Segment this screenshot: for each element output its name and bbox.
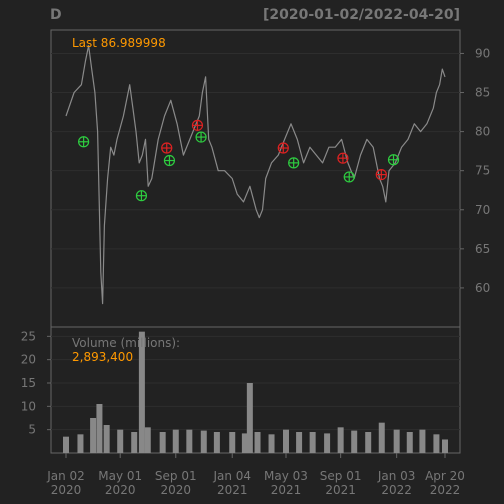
volume-bar bbox=[172, 429, 179, 453]
x-tick-year: 2022 bbox=[430, 483, 461, 497]
x-tick-label: Jan 02 bbox=[46, 469, 85, 483]
sell-marker bbox=[337, 152, 349, 164]
x-tick-year: 2020 bbox=[51, 483, 82, 497]
buy-marker bbox=[387, 154, 400, 166]
volume-bar bbox=[433, 434, 440, 453]
volume-tick-label: 5 bbox=[28, 423, 36, 437]
volume-bar bbox=[213, 432, 220, 453]
price-tick-label: 90 bbox=[475, 46, 490, 60]
x-tick-label: May 03 bbox=[264, 469, 308, 483]
buy-marker bbox=[195, 131, 207, 143]
volume-bar bbox=[442, 439, 448, 453]
price-tick-label: 70 bbox=[475, 203, 490, 217]
x-tick-label: Apr 20 bbox=[425, 469, 465, 483]
volume-y-axis: 5 10 15 20 25 bbox=[21, 329, 51, 437]
x-tick-year: 2021 bbox=[217, 483, 248, 497]
volume-bar bbox=[144, 427, 151, 453]
volume-bar bbox=[268, 434, 275, 453]
volume-bar bbox=[96, 404, 103, 453]
volume-bar bbox=[254, 432, 261, 453]
volume-bar bbox=[324, 433, 331, 453]
buy-marker bbox=[343, 171, 355, 183]
volume-bar bbox=[200, 430, 207, 453]
volume-bar bbox=[90, 418, 97, 453]
volume-label: Volume (millions): bbox=[72, 336, 180, 350]
buy-marker bbox=[135, 190, 148, 202]
x-tick-label: May 01 bbox=[98, 469, 142, 483]
chart-title: D bbox=[50, 7, 62, 23]
chart-date-range: [2020-01-02/2022-04-20] bbox=[263, 7, 460, 23]
price-y-axis: 60 65 70 75 80 85 90 bbox=[460, 46, 490, 295]
x-tick-year: 2021 bbox=[325, 483, 356, 497]
volume-bar bbox=[241, 433, 248, 453]
last-price-label: Last 86.989998 bbox=[72, 36, 166, 50]
x-tick-label: Jan 03 bbox=[377, 469, 416, 483]
x-tick-year: 2020 bbox=[105, 483, 136, 497]
volume-tick-label: 25 bbox=[21, 329, 36, 343]
sell-marker bbox=[375, 168, 387, 181]
volume-bar bbox=[138, 331, 145, 453]
price-series bbox=[65, 44, 446, 305]
sell-marker bbox=[191, 119, 204, 131]
price-tick-label: 85 bbox=[475, 86, 490, 100]
volume-bar bbox=[309, 432, 316, 453]
buy-marker bbox=[288, 157, 300, 169]
volume-bar bbox=[159, 432, 166, 453]
x-tick-year: 2021 bbox=[271, 483, 302, 497]
price-tick-label: 75 bbox=[475, 164, 490, 178]
volume-bar bbox=[419, 429, 426, 453]
x-tick-label: Sep 01 bbox=[320, 469, 362, 483]
volume-bar bbox=[351, 430, 358, 453]
price-tick-label: 80 bbox=[475, 125, 490, 139]
x-tick-year: 2022 bbox=[381, 483, 412, 497]
volume-bar bbox=[378, 422, 385, 453]
trade-markers bbox=[78, 119, 400, 202]
volume-bar bbox=[282, 429, 289, 453]
volume-bar bbox=[131, 432, 138, 453]
x-tick-label: Jan 04 bbox=[212, 469, 251, 483]
volume-bar bbox=[63, 436, 69, 453]
buy-marker bbox=[163, 154, 176, 167]
volume-tick-label: 20 bbox=[21, 353, 36, 367]
volume-bars bbox=[63, 331, 448, 453]
volume-gridlines bbox=[51, 335, 460, 431]
price-tick-label: 65 bbox=[475, 242, 490, 256]
volume-bar bbox=[365, 432, 372, 453]
price-tick-label: 60 bbox=[475, 281, 490, 295]
price-line bbox=[65, 44, 446, 305]
x-tick-year: 2020 bbox=[160, 483, 191, 497]
last-volume-label: 2,893,400 bbox=[72, 350, 133, 364]
volume-bar bbox=[393, 429, 400, 453]
price-panel bbox=[50, 29, 461, 328]
x-tick-label: Sep 01 bbox=[155, 469, 197, 483]
volume-bar bbox=[117, 429, 124, 453]
volume-bar bbox=[337, 427, 344, 453]
volume-bar bbox=[186, 429, 193, 453]
sell-marker bbox=[161, 142, 173, 154]
sell-marker bbox=[277, 142, 289, 154]
volume-tick-label: 10 bbox=[21, 399, 36, 413]
volume-bar bbox=[406, 432, 413, 453]
volume-bar bbox=[103, 425, 110, 453]
buy-marker bbox=[78, 136, 90, 148]
volume-bar bbox=[77, 434, 84, 453]
volume-bar bbox=[296, 432, 303, 453]
volume-bar bbox=[229, 432, 236, 453]
volume-bar bbox=[246, 383, 253, 453]
volume-tick-label: 15 bbox=[21, 376, 36, 390]
